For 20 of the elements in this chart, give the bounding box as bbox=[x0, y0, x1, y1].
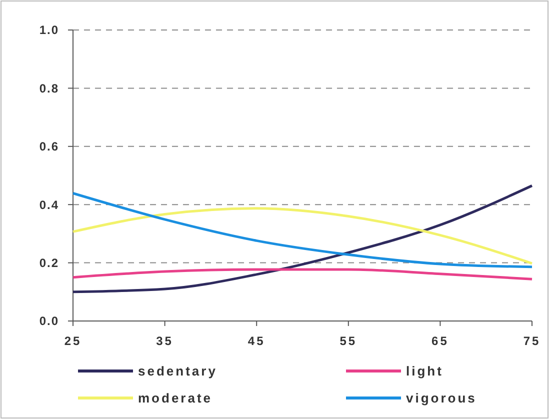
y-tick-label: 0.2 bbox=[39, 256, 59, 270]
legend-label: vigorous bbox=[406, 390, 477, 406]
line-series bbox=[72, 192, 534, 268]
legend-label: light bbox=[406, 364, 444, 379]
x-tick-label: 75 bbox=[523, 334, 541, 348]
legend-label: moderate bbox=[138, 390, 213, 406]
line-series bbox=[72, 184, 534, 294]
x-tick-label: 55 bbox=[340, 334, 358, 348]
y-tick-label: 0.6 bbox=[39, 140, 59, 154]
line-series bbox=[72, 207, 534, 265]
x-tick-label: 35 bbox=[156, 334, 174, 348]
line-series bbox=[72, 268, 534, 280]
x-tick-label: 65 bbox=[432, 334, 449, 348]
y-tick-label: 1.0 bbox=[39, 23, 59, 38]
x-tick-label: 45 bbox=[248, 334, 266, 348]
y-tick-label: 0.4 bbox=[39, 198, 59, 212]
x-tick-label: 25 bbox=[64, 334, 82, 348]
y-tick-label: 0.8 bbox=[39, 81, 59, 96]
legend-label: sedentary bbox=[138, 364, 218, 379]
y-tick-label: 0.0 bbox=[39, 314, 59, 328]
